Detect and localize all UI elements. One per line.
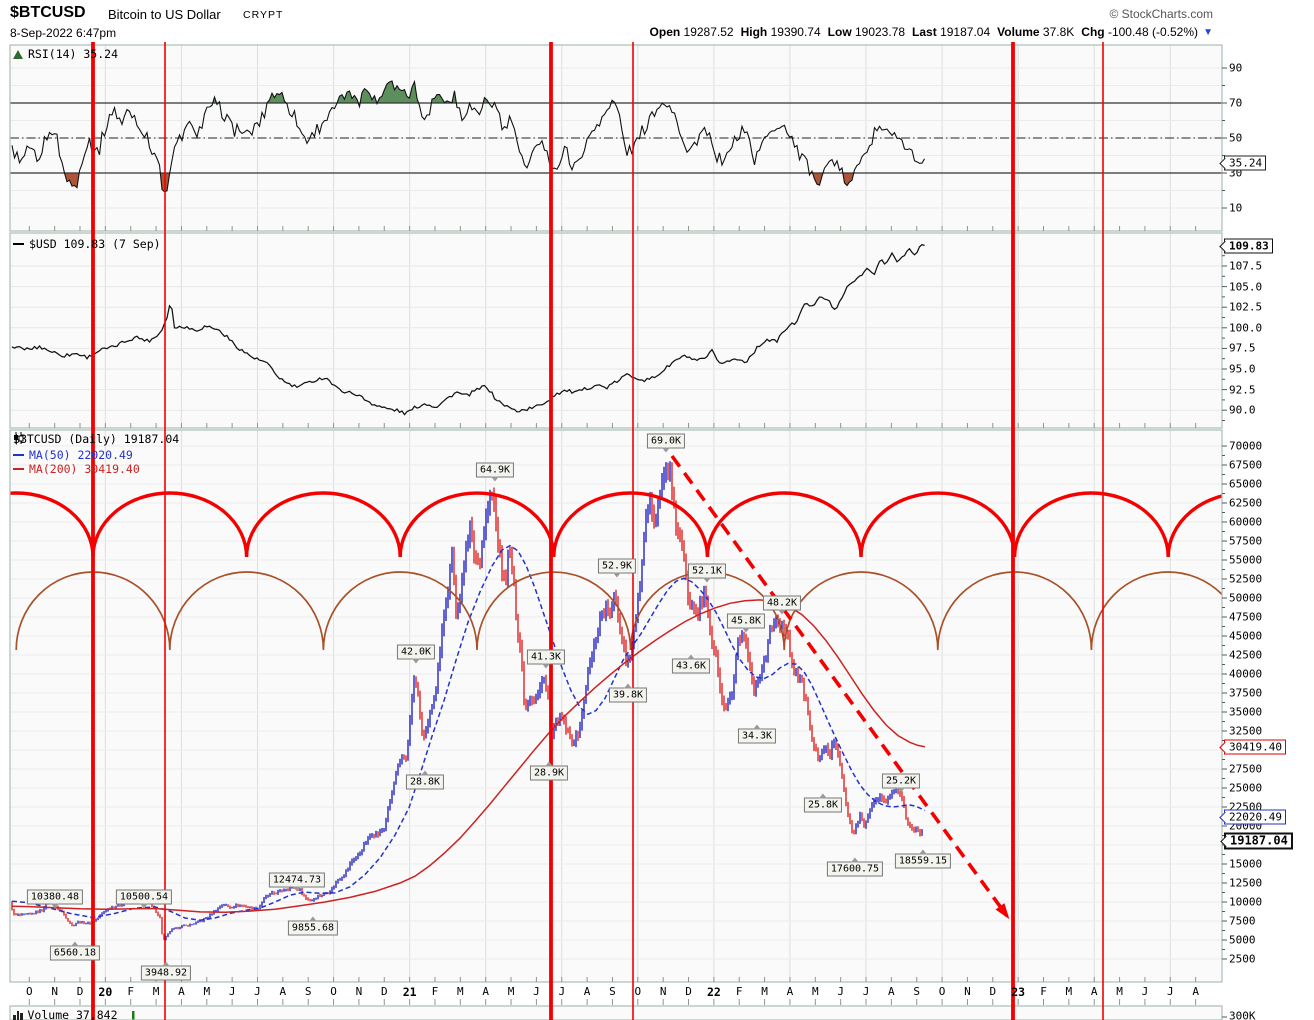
candlestick-icon (14, 432, 24, 444)
quote-chg-label: Chg (1081, 25, 1105, 39)
chart-datetime: 8-Sep-2022 6:47pm (10, 26, 117, 40)
panel-border (9, 1005, 1223, 1020)
btcusd-legend-label: $BTCUSD (Daily) 19187.04 (13, 432, 180, 446)
quote-low-value: 19023.78 (851, 25, 906, 39)
volume-bars-icon (13, 1010, 23, 1020)
quote-high-value: 19390.74 (767, 25, 821, 39)
ma50-legend-label: MA(50) 22020.49 (29, 448, 133, 462)
symbol-title: $BTCUSD (10, 4, 86, 21)
quote-chg-value: -100.48 (-0.52%) (1104, 25, 1198, 39)
ma50-legend: MA(50) 22020.49 (13, 448, 133, 462)
ma200-line (11, 599, 926, 914)
quote-volume-label: Volume (997, 25, 1040, 39)
chevron-down-icon[interactable]: ▼ (1203, 27, 1213, 38)
rsi-line (11, 79, 925, 193)
rsi-indicator-icon (13, 49, 23, 59)
quote-last-value: 19187.04 (936, 25, 991, 39)
cycle-arcs-red (10, 491, 1222, 558)
ma50-swatch-icon (13, 453, 24, 457)
quote-open-value: 19287.52 (680, 25, 734, 39)
quote-high-label: High (740, 25, 768, 39)
usd-legend: $USD 109.83 (7 Sep) (13, 237, 161, 251)
volume-bar (132, 1011, 135, 1020)
usd-line (11, 243, 925, 416)
exchange-label: CRYPT (243, 9, 284, 21)
trend-arrow-line (670, 454, 1009, 918)
rsi-legend: RSI(14) 35.24 (13, 47, 118, 61)
quote-summary: Open 19287.52 High 19390.74 Low 19023.78 La… (643, 25, 1198, 39)
panel-border (9, 232, 1223, 429)
quote-open-label: Open (649, 25, 681, 39)
trend-arrow-head (995, 903, 1010, 920)
quote-low-label: Low (827, 25, 852, 39)
ma200-swatch-icon (13, 467, 24, 471)
volume-legend: Volume 37,842 (13, 1008, 118, 1020)
volume-legend-label: Volume 37,842 (27, 1008, 118, 1020)
rsi-legend-label: RSI(14) 35.24 (28, 47, 119, 61)
panel-border (9, 429, 1223, 983)
ma200-legend: MA(200) 30419.40 (13, 462, 140, 476)
quote-last-label: Last (912, 25, 937, 39)
usd-legend-label: $USD 109.83 (7 Sep) (29, 237, 161, 251)
line-swatch-icon (13, 242, 24, 246)
btcusd-legend: $BTCUSD (Daily) 19187.04 (13, 432, 179, 446)
panel-background (10, 1006, 1222, 1020)
panel-background (10, 430, 1222, 982)
symbol-name: Bitcoin to US Dollar (108, 7, 221, 22)
copyright-label: © StockCharts.com (1109, 7, 1213, 21)
ma200-legend-label: MA(200) 30419.40 (29, 462, 140, 476)
quote-volume-value: 37.8K (1039, 25, 1075, 39)
ma50-line (11, 544, 926, 921)
panel-background (10, 233, 1222, 428)
